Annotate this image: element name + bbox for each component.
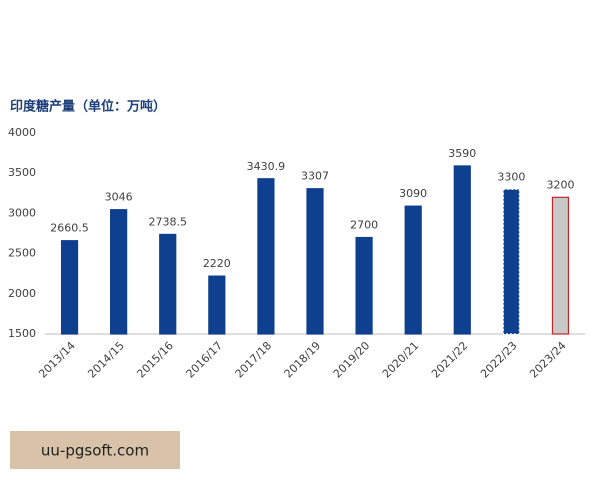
bar [453,165,471,335]
value-label: 3307 [301,170,329,183]
y-tick-label: 4000 [8,126,36,139]
value-label: 3590 [448,147,476,160]
value-label: 2220 [203,257,231,270]
value-label: 3046 [105,191,133,204]
bar [551,196,570,335]
bar [502,188,520,335]
value-label: 3300 [497,170,525,183]
value-label: 2738.5 [148,215,187,228]
footer-box [10,431,180,469]
value-label: 3430.9 [247,160,286,173]
value-label: 3090 [399,187,427,200]
value-label: 3200 [546,178,574,191]
y-tick-label: 3000 [8,206,36,219]
footer-text: uu-pgsoft.com [41,442,149,460]
bar [159,233,177,335]
value-label: 2700 [350,219,378,232]
bar [404,205,422,335]
bar [257,178,275,335]
bar [306,188,324,335]
y-tick-label: 3500 [8,166,36,179]
y-tick-label: 2000 [8,287,36,300]
bar [110,209,128,335]
y-tick-label: 2500 [8,247,36,260]
chart-title: 印度糖产量（单位：万吨） [10,99,166,115]
bar [355,236,373,335]
bar [208,275,226,335]
value-label: 2660.5 [50,222,89,235]
y-tick-label: 1500 [8,327,36,340]
bar [60,240,79,335]
